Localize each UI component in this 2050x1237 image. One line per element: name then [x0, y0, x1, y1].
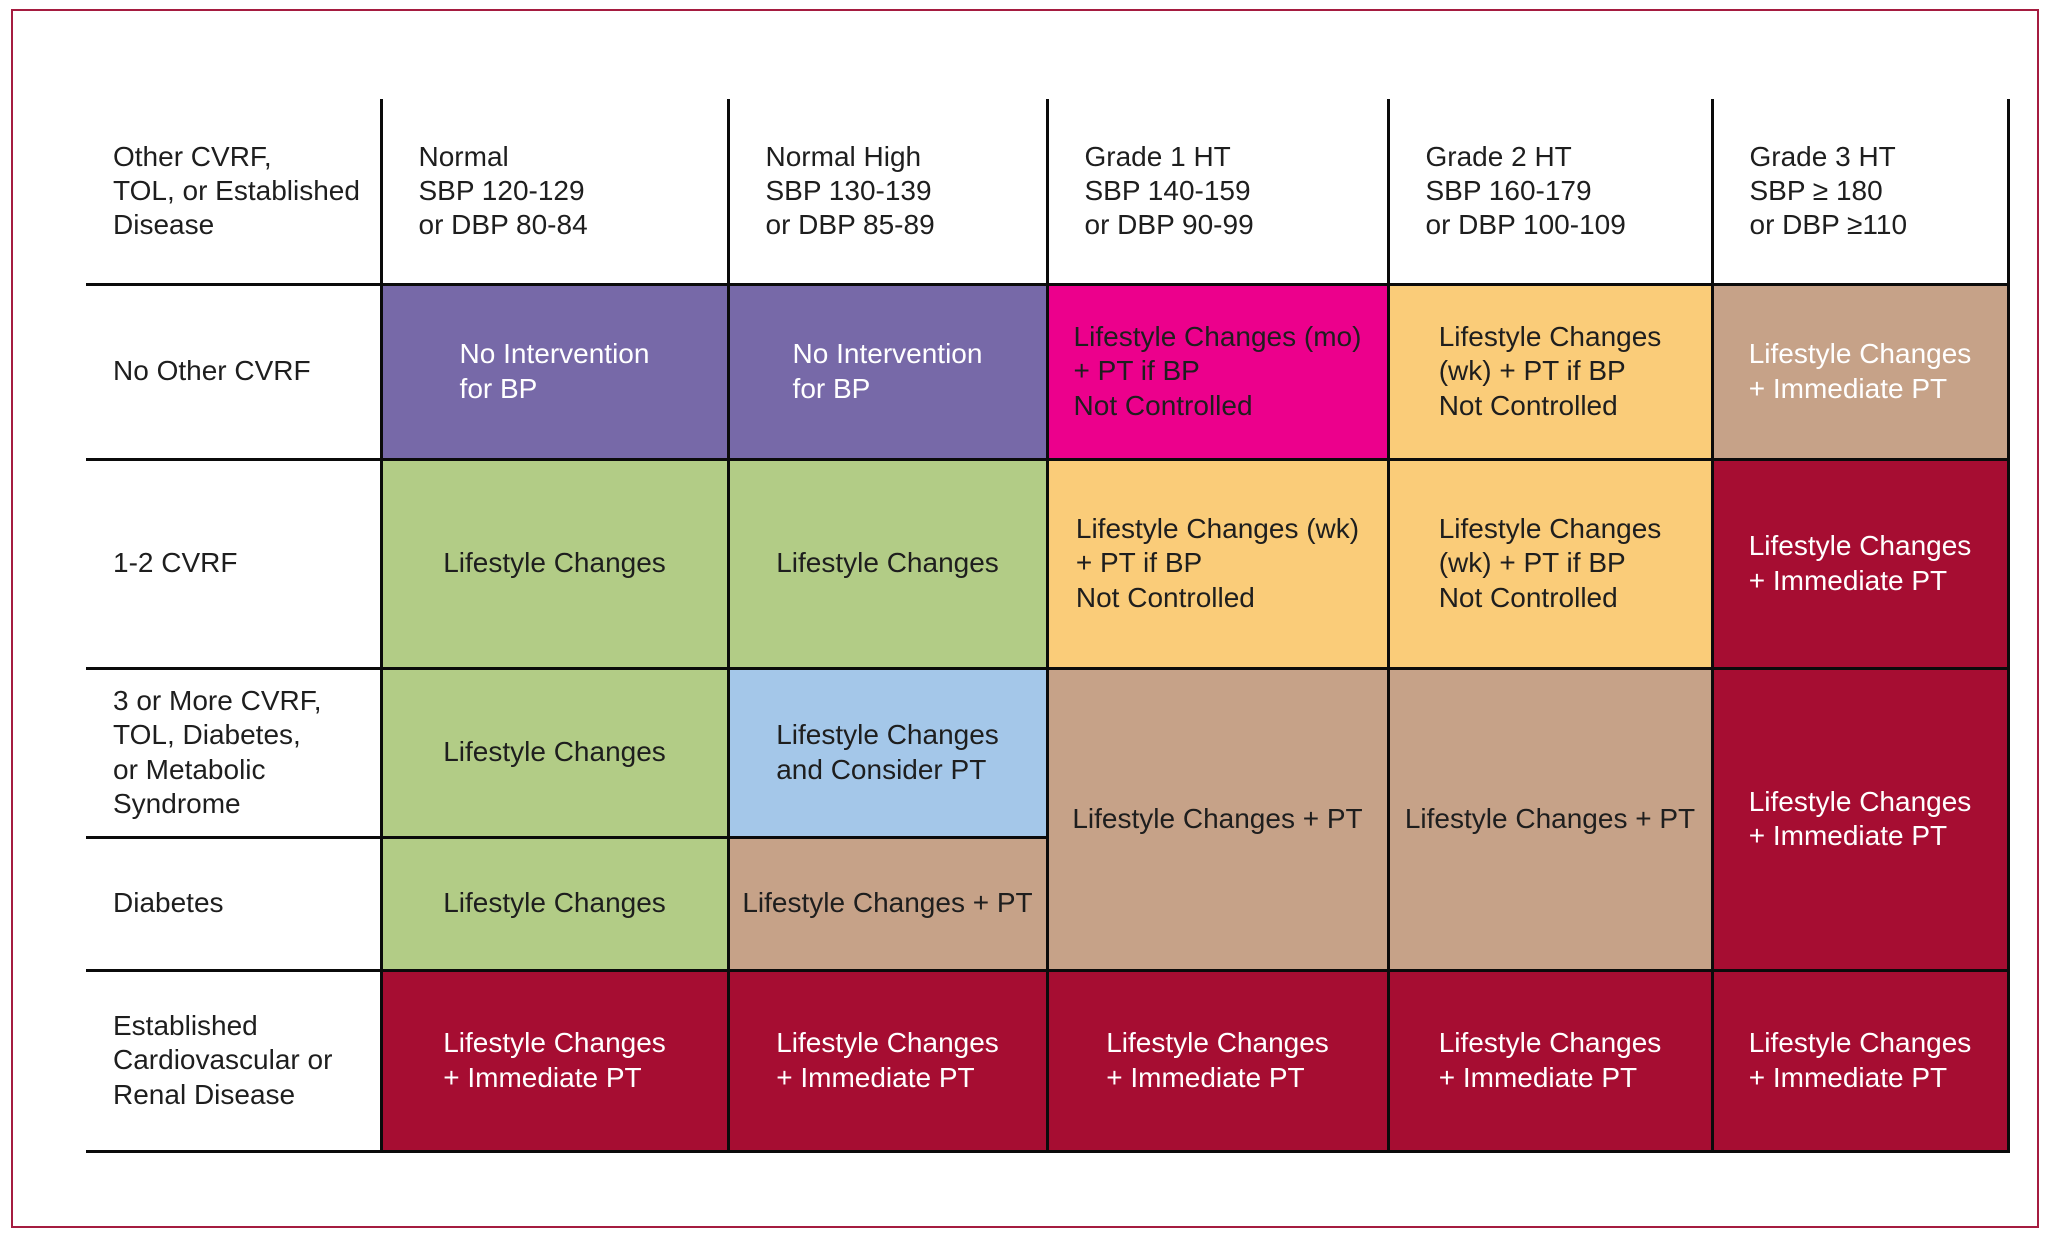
cell-text: Lifestyle Changes + Immediate PT [1106, 1027, 1329, 1093]
row-label-text: Established Cardiovascular or Renal Dise… [113, 1010, 333, 1110]
header-normal-high-text: Normal High SBP 130-139 or DBP 85-89 [765, 140, 935, 240]
header-normal-text: Normal SBP 120-129 or DBP 80-84 [418, 140, 588, 240]
row-cvrf-1-2: 1-2 CVRF Lifestyle Changes Lifestyle Cha… [86, 457, 2010, 670]
cell-text: Lifestyle Changes (wk) + PT if BP Not Co… [1075, 513, 1360, 613]
cell-text: Lifestyle Changes + Immediate PT [776, 1027, 999, 1093]
row-diabetes: Diabetes Lifestyle Changes Lifestyle Cha… [86, 835, 2008, 972]
cell-diabetes-normal: Lifestyle Changes [379, 835, 730, 972]
row-label-text: Diabetes [113, 887, 224, 919]
cell-text: Lifestyle Changes + Immediate PT [1438, 1027, 1662, 1093]
cell-text: Lifestyle Changes [776, 547, 999, 579]
row-label-text: 1-2 CVRF [113, 547, 238, 579]
row-label-diabetes: Diabetes [86, 835, 383, 972]
cell-text: Lifestyle Changes + PT [1404, 802, 1696, 834]
row-no-other-cvrf: No Other CVRF No Intervention for BP No … [86, 282, 2010, 461]
header-grade1-ht-text: Grade 1 HT SBP 140-159 or DBP 90-99 [1084, 140, 1254, 240]
cell-cvrf-1-2-grade1: Lifestyle Changes (wk) + PT if BP Not Co… [1045, 457, 1390, 670]
cell-cvrf-3plus-normal-high: Lifestyle Changes and Consider PT [726, 666, 1049, 839]
cell-no-other-cvrf-normal-high: No Intervention for BP [726, 282, 1049, 461]
cell-cvrf-3plus-grade3: Lifestyle Changes + Immediate PT [1710, 666, 2010, 972]
cell-text: Lifestyle Changes + Immediate PT [443, 1027, 666, 1093]
cell-cvrf-1-2-normal-high: Lifestyle Changes [726, 457, 1049, 670]
cell-cvrf-3plus-normal: Lifestyle Changes [379, 666, 730, 839]
row-established-cvd: Established Cardiovascular or Renal Dise… [86, 968, 2010, 1153]
header-grade3-ht: Grade 3 HT SBP ≥ 180 or DBP ≥110 [1710, 99, 2010, 286]
cell-no-other-cvrf-grade3: Lifestyle Changes + Immediate PT [1710, 282, 2010, 461]
cell-cvrf-1-2-grade2: Lifestyle Changes (wk) + PT if BP Not Co… [1386, 457, 1714, 670]
cell-cvrf-3plus-grade1: Lifestyle Changes + PT [1045, 666, 1390, 972]
row-label-text: 3 or More CVRF, TOL, Diabetes, or Metabo… [113, 685, 322, 819]
cell-cvrf-3plus-grade2: Lifestyle Changes + PT [1386, 666, 1714, 972]
header-grade3-ht-text: Grade 3 HT SBP ≥ 180 or DBP ≥110 [1749, 140, 1908, 240]
cell-text: No Intervention for BP [792, 338, 983, 404]
cell-cvrf-1-2-grade3: Lifestyle Changes + Immediate PT [1710, 457, 2010, 670]
header-normal-high: Normal High SBP 130-139 or DBP 85-89 [726, 99, 1049, 286]
bp-risk-stratification-table: Other CVRF, TOL, or Established Disease … [86, 99, 2010, 1153]
cell-text: Lifestyle Changes + Immediate PT [1748, 338, 1972, 404]
cell-no-other-cvrf-grade2: Lifestyle Changes (wk) + PT if BP Not Co… [1386, 282, 1714, 461]
header-normal: Normal SBP 120-129 or DBP 80-84 [379, 99, 730, 286]
header-grade2-ht: Grade 2 HT SBP 160-179 or DBP 100-109 [1386, 99, 1714, 286]
header-row: Other CVRF, TOL, or Established Disease … [86, 99, 2010, 286]
header-risk-column: Other CVRF, TOL, or Established Disease [86, 99, 383, 286]
cell-text: Lifestyle Changes (wk) + PT if BP Not Co… [1438, 513, 1662, 613]
cell-no-other-cvrf-normal: No Intervention for BP [379, 282, 730, 461]
cell-text: Lifestyle Changes and Consider PT [776, 719, 999, 785]
row-label-established-cvd: Established Cardiovascular or Renal Dise… [86, 968, 383, 1153]
cell-established-cvd-normal: Lifestyle Changes + Immediate PT [379, 968, 730, 1153]
row-cvrf-3plus: 3 or More CVRF, TOL, Diabetes, or Metabo… [86, 666, 2010, 972]
cell-text: Lifestyle Changes + PT [1072, 802, 1363, 834]
cell-established-cvd-grade1: Lifestyle Changes + Immediate PT [1045, 968, 1390, 1153]
cell-no-other-cvrf-grade1: Lifestyle Changes (mo) + PT if BP Not Co… [1045, 282, 1390, 461]
cell-text: Lifestyle Changes + Immediate PT [1748, 530, 1972, 596]
row-label-cvrf-1-2: 1-2 CVRF [86, 457, 383, 670]
header-grade2-ht-text: Grade 2 HT SBP 160-179 or DBP 100-109 [1425, 140, 1626, 240]
cell-text: No Intervention for BP [459, 338, 650, 404]
cell-text: Lifestyle Changes (mo) + PT if BP Not Co… [1073, 321, 1362, 421]
row-label-no-other-cvrf: No Other CVRF [86, 282, 383, 461]
figure-border [11, 9, 2039, 1228]
cell-diabetes-normal-high: Lifestyle Changes + PT [726, 835, 1049, 972]
row-label-cvrf-3plus: 3 or More CVRF, TOL, Diabetes, or Metabo… [86, 666, 383, 839]
header-grade1-ht: Grade 1 HT SBP 140-159 or DBP 90-99 [1045, 99, 1390, 286]
row-label-text: No Other CVRF [113, 355, 311, 387]
cell-established-cvd-normal-high: Lifestyle Changes + Immediate PT [726, 968, 1049, 1153]
cell-text: Lifestyle Changes [443, 887, 666, 919]
cell-cvrf-1-2-normal: Lifestyle Changes [379, 457, 730, 670]
cell-established-cvd-grade3: Lifestyle Changes + Immediate PT [1710, 968, 2010, 1153]
cell-established-cvd-grade2: Lifestyle Changes + Immediate PT [1386, 968, 1714, 1153]
risk-table-container: Other CVRF, TOL, or Established Disease … [86, 99, 2010, 1153]
cell-text: Lifestyle Changes (wk) + PT if BP Not Co… [1438, 321, 1662, 421]
cell-text: Lifestyle Changes + Immediate PT [1748, 1027, 1972, 1093]
cell-text: Lifestyle Changes + PT [742, 887, 1033, 919]
cell-text: Lifestyle Changes [443, 736, 666, 768]
cell-text: Lifestyle Changes [443, 547, 666, 579]
header-risk-column-text: Other CVRF, TOL, or Established Disease [113, 140, 360, 240]
cell-text: Lifestyle Changes + Immediate PT [1748, 785, 1972, 851]
